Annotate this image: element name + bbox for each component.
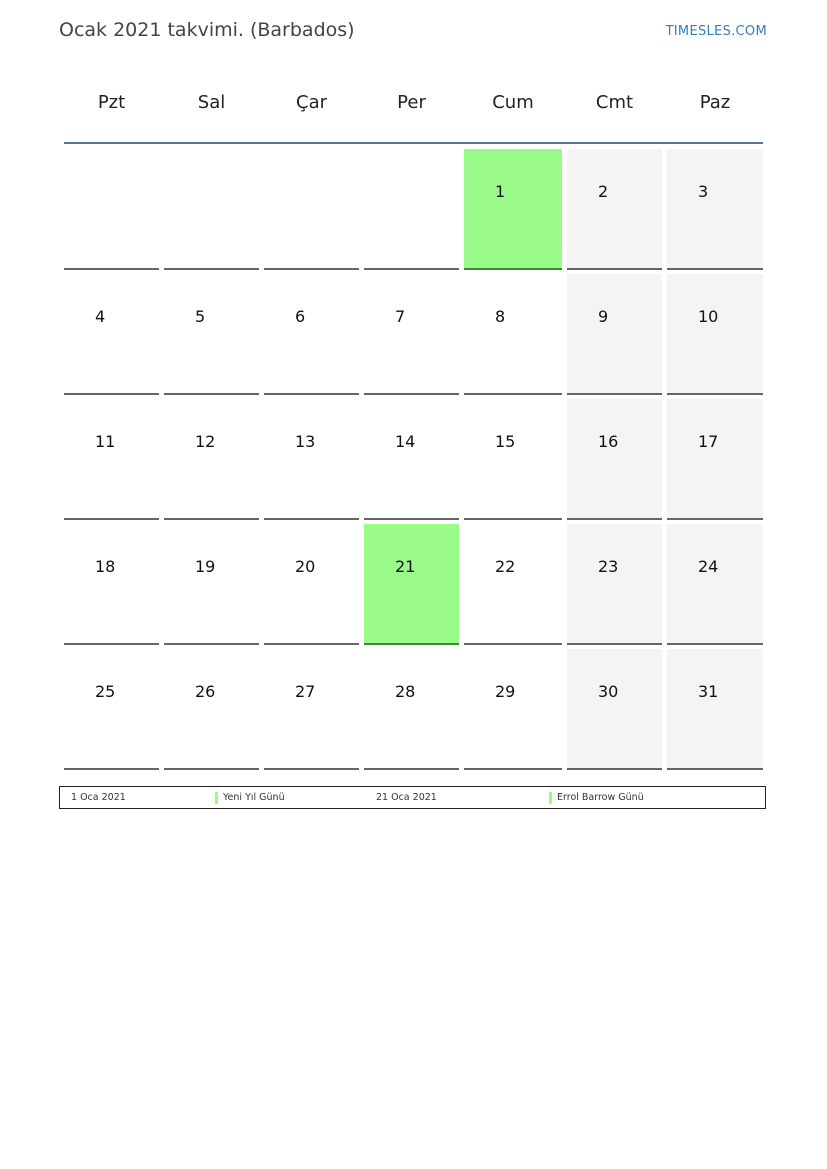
- weekday-header: Per: [397, 92, 426, 113]
- day-cell: 25: [64, 649, 159, 770]
- day-number: 7: [395, 307, 406, 326]
- day-number: 6: [295, 307, 306, 326]
- day-cell: 27: [264, 649, 359, 770]
- page-title: Ocak 2021 takvimi. (Barbados): [59, 19, 355, 41]
- day-cell: 2: [567, 149, 662, 270]
- day-number: 25: [95, 682, 116, 701]
- empty-day-cell: [64, 149, 159, 270]
- day-cell: 15: [464, 399, 562, 520]
- day-cell: 23: [567, 524, 662, 645]
- day-number: 9: [598, 307, 609, 326]
- day-number: 20: [295, 557, 316, 576]
- empty-day-cell: [264, 149, 359, 270]
- weekday-header: Çar: [296, 92, 327, 113]
- day-number: 2: [598, 182, 609, 201]
- header-divider: [64, 142, 763, 144]
- weekday-header: Cum: [492, 92, 534, 113]
- day-number: 21: [395, 557, 416, 576]
- day-number: 29: [495, 682, 516, 701]
- day-number: 19: [195, 557, 216, 576]
- day-number: 26: [195, 682, 216, 701]
- day-number: 14: [395, 432, 416, 451]
- day-cell: 10: [667, 274, 763, 395]
- day-cell: 26: [164, 649, 259, 770]
- day-number: 30: [598, 682, 619, 701]
- holiday-legend: 1 Oca 2021 Yeni Yıl Günü 21 Oca 2021 Err…: [59, 786, 766, 809]
- legend-date: 1 Oca 2021: [71, 792, 126, 803]
- day-number: 5: [195, 307, 206, 326]
- day-number: 12: [195, 432, 216, 451]
- day-cell: 28: [364, 649, 459, 770]
- day-cell: 4: [64, 274, 159, 395]
- holiday-day-cell: 21: [364, 524, 459, 645]
- day-number: 17: [698, 432, 719, 451]
- day-number: 18: [95, 557, 116, 576]
- day-number: 11: [95, 432, 116, 451]
- day-number: 13: [295, 432, 316, 451]
- day-number: 8: [495, 307, 506, 326]
- day-number: 31: [698, 682, 719, 701]
- day-cell: 13: [264, 399, 359, 520]
- holiday-color-marker: [215, 792, 218, 804]
- weekday-header: Cmt: [595, 92, 634, 113]
- day-number: 24: [698, 557, 719, 576]
- day-cell: 12: [164, 399, 259, 520]
- day-cell: 18: [64, 524, 159, 645]
- day-number: 10: [698, 307, 719, 326]
- day-number: 23: [598, 557, 619, 576]
- day-cell: 31: [667, 649, 763, 770]
- legend-date: 21 Oca 2021: [376, 792, 437, 803]
- day-cell: 6: [264, 274, 359, 395]
- day-number: 1: [495, 182, 506, 201]
- holiday-color-marker: [549, 792, 552, 804]
- day-number: 15: [495, 432, 516, 451]
- day-cell: 19: [164, 524, 259, 645]
- day-cell: 7: [364, 274, 459, 395]
- day-number: 3: [698, 182, 709, 201]
- day-cell: 29: [464, 649, 562, 770]
- brand-link[interactable]: TIMESLES.COM: [665, 24, 767, 39]
- day-cell: 16: [567, 399, 662, 520]
- empty-day-cell: [164, 149, 259, 270]
- day-cell: 20: [264, 524, 359, 645]
- day-number: 27: [295, 682, 316, 701]
- day-cell: 5: [164, 274, 259, 395]
- day-number: 22: [495, 557, 516, 576]
- day-cell: 8: [464, 274, 562, 395]
- day-number: 28: [395, 682, 416, 701]
- legend-holiday-name: Errol Barrow Günü: [557, 792, 644, 803]
- day-cell: 17: [667, 399, 763, 520]
- day-cell: 30: [567, 649, 662, 770]
- weekday-header: Sal: [197, 92, 226, 113]
- legend-holiday-name: Yeni Yıl Günü: [223, 792, 285, 803]
- day-cell: 22: [464, 524, 562, 645]
- day-cell: 24: [667, 524, 763, 645]
- weekday-header: Paz: [699, 92, 731, 113]
- weekday-header: Pzt: [97, 92, 126, 113]
- empty-day-cell: [364, 149, 459, 270]
- day-cell: 9: [567, 274, 662, 395]
- day-cell: 3: [667, 149, 763, 270]
- day-cell: 11: [64, 399, 159, 520]
- holiday-day-cell: 1: [464, 149, 562, 270]
- day-number: 16: [598, 432, 619, 451]
- day-number: 4: [95, 307, 106, 326]
- day-cell: 14: [364, 399, 459, 520]
